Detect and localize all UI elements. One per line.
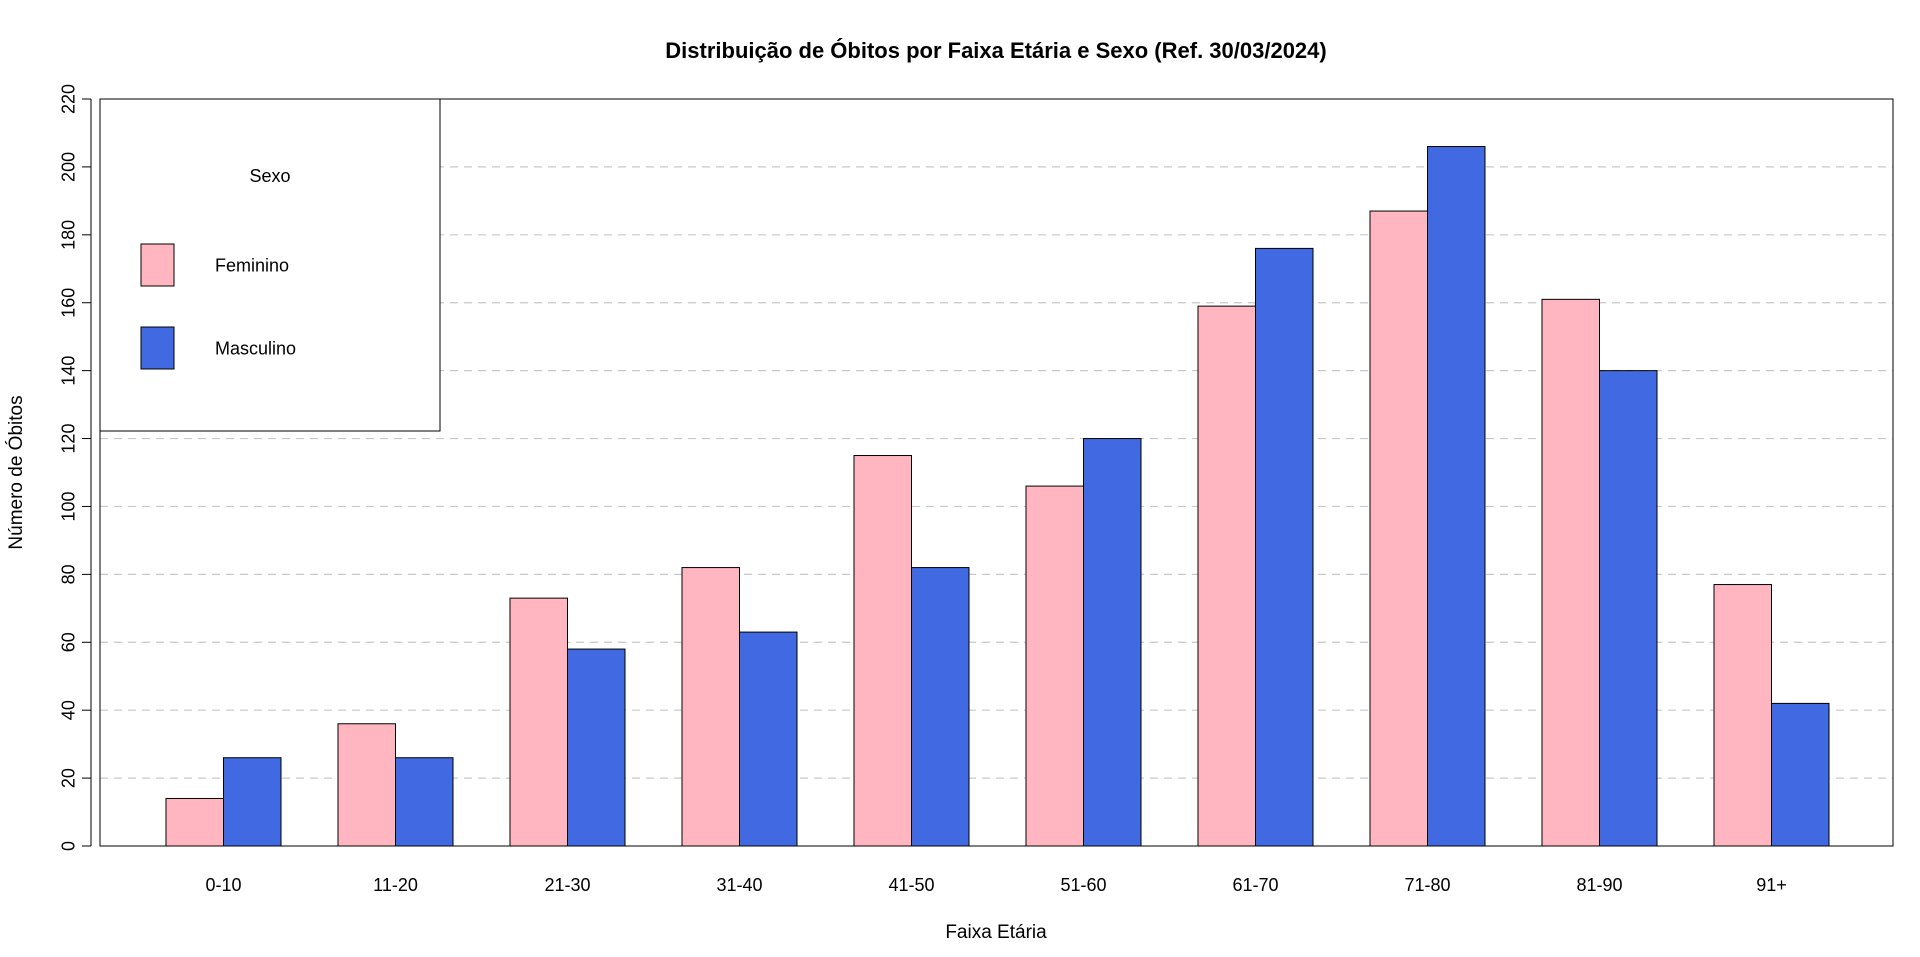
bar-feminino-51-60 <box>1025 485 1084 847</box>
bar-feminino-81-90 <box>1541 298 1600 847</box>
bar-masculino-71-80 <box>1427 146 1486 847</box>
x-axis: 0-10 11-20 21-30 31-40 41-50 51-60 61-70 71-80 8… <box>205 875 1786 895</box>
y-tick-label: 100 <box>58 491 78 521</box>
y-axis: 0 20 40 60 80 100 120 140 160 180 200 220 <box>58 84 92 851</box>
y-tick-label: 120 <box>58 424 78 454</box>
x-tick-label: 31-40 <box>716 875 762 895</box>
x-tick-label: 51-60 <box>1060 875 1106 895</box>
bars-layer <box>165 146 1830 847</box>
y-tick-label: 80 <box>58 564 78 584</box>
chart-title: Distribuição de Óbitos por Faixa Etária … <box>665 38 1326 63</box>
bar-feminino-91+ <box>1713 584 1772 847</box>
y-tick-label: 220 <box>58 84 78 114</box>
y-tick-label: 60 <box>58 632 78 652</box>
bar-feminino-21-30 <box>509 597 568 847</box>
x-tick-label: 11-20 <box>373 875 418 895</box>
y-axis-title: Número de Óbitos <box>5 395 27 549</box>
bar-feminino-31-40 <box>681 567 740 847</box>
y-tick-label: 40 <box>58 700 78 720</box>
bar-masculino-0-10 <box>223 757 282 847</box>
bar-masculino-91+ <box>1771 702 1830 847</box>
y-tick-label: 160 <box>58 288 78 318</box>
bar-feminino-11-20 <box>337 723 396 847</box>
plot-frame <box>99 98 1894 847</box>
bar-feminino-0-10 <box>165 797 224 847</box>
x-tick-label: 0-10 <box>205 875 241 895</box>
bar-masculino-61-70 <box>1255 247 1314 847</box>
y-tick-label: 20 <box>58 768 78 788</box>
bar-feminino-71-80 <box>1369 210 1428 847</box>
x-tick-label: 71-80 <box>1404 875 1450 895</box>
bar-masculino-81-90 <box>1599 370 1658 847</box>
legend-label-feminino: Feminino <box>215 255 289 275</box>
y-tick-label: 140 <box>58 356 78 386</box>
x-tick-label: 41-50 <box>888 875 934 895</box>
y-tick-label: 0 <box>58 841 78 851</box>
y-tick-label: 180 <box>58 220 78 250</box>
bar-masculino-11-20 <box>395 757 454 847</box>
y-tick-label: 200 <box>58 152 78 182</box>
legend-title: Sexo <box>249 166 290 186</box>
legend-swatch-feminino <box>140 243 175 287</box>
bar-feminino-41-50 <box>853 455 912 847</box>
bar-masculino-41-50 <box>911 567 970 847</box>
x-axis-title: Faixa Etária <box>945 922 1047 943</box>
x-tick-label: 21-30 <box>544 875 590 895</box>
x-tick-label: 61-70 <box>1232 875 1278 895</box>
legend-swatch-masculino <box>140 326 175 370</box>
bar-masculino-21-30 <box>567 648 626 847</box>
legend-label-masculino: Masculino <box>215 338 296 358</box>
legend: Sexo Feminino Masculino <box>99 98 441 432</box>
bar-masculino-31-40 <box>739 631 798 847</box>
x-tick-label: 91+ <box>1756 875 1787 895</box>
x-tick-label: 81-90 <box>1576 875 1622 895</box>
bar-feminino-61-70 <box>1197 305 1256 847</box>
bar-masculino-51-60 <box>1083 438 1142 847</box>
